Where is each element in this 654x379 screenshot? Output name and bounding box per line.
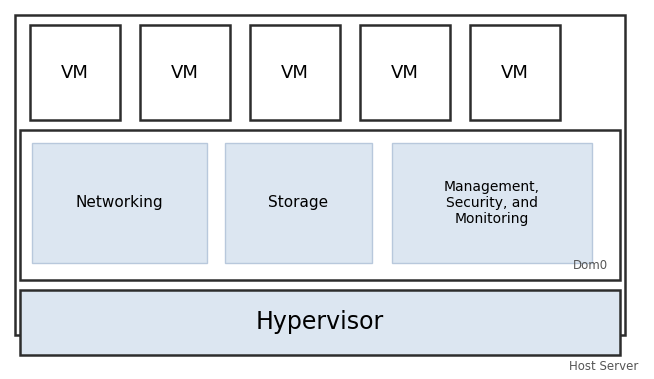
Text: Storage: Storage (268, 196, 328, 210)
Bar (250, 25, 340, 120)
Bar (20, 290, 620, 355)
Text: VM: VM (391, 64, 419, 81)
Text: Hypervisor: Hypervisor (256, 310, 384, 335)
Text: Host Server: Host Server (568, 360, 638, 373)
Text: VM: VM (171, 64, 199, 81)
Bar (15, 15, 625, 335)
Bar (140, 25, 230, 120)
Bar (470, 25, 560, 120)
Text: Dom0: Dom0 (573, 259, 608, 272)
Text: VM: VM (61, 64, 89, 81)
Bar (392, 143, 592, 263)
Bar (225, 143, 372, 263)
Bar (20, 130, 620, 280)
Bar (30, 25, 120, 120)
Text: VM: VM (281, 64, 309, 81)
Bar (360, 25, 450, 120)
Text: Management,
Security, and
Monitoring: Management, Security, and Monitoring (444, 180, 540, 226)
Text: Networking: Networking (76, 196, 164, 210)
Bar (32, 143, 207, 263)
Text: VM: VM (501, 64, 529, 81)
